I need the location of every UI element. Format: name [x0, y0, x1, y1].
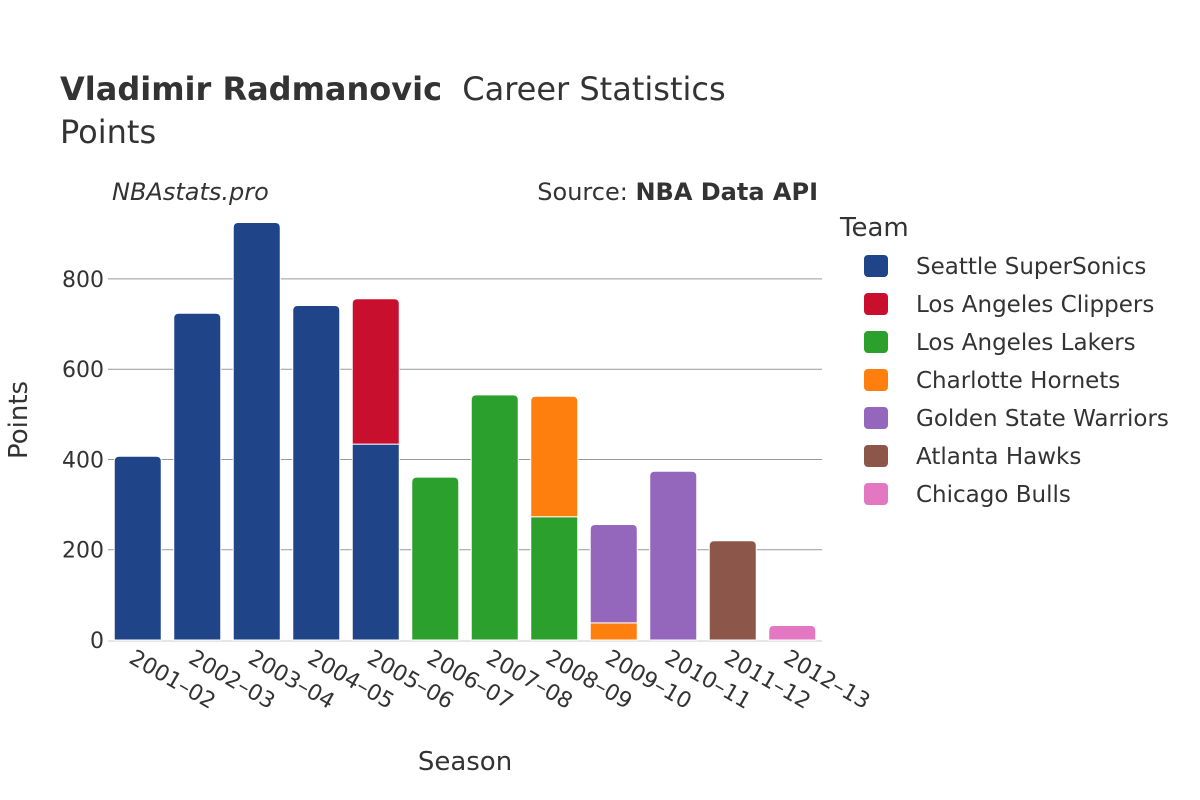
legend-swatch	[864, 445, 888, 467]
legend-title: Team	[839, 213, 909, 243]
bar-segment	[589, 622, 638, 641]
legend-swatch	[864, 369, 888, 391]
chart-title: Vladimir Radmanovic Career Statistics	[60, 70, 726, 108]
legend-swatch	[864, 293, 888, 315]
bar-segment	[470, 394, 519, 641]
legend-item[interactable]: Los Angeles Lakers	[864, 330, 1136, 356]
legend-label: Seattle SuperSonics	[916, 254, 1146, 280]
bar-segment	[351, 443, 400, 641]
legend-label: Charlotte Hornets	[916, 368, 1120, 394]
legend-label: Los Angeles Lakers	[916, 330, 1136, 356]
bar-segment	[530, 395, 579, 518]
bar-segment	[173, 312, 222, 641]
legend-label: Atlanta Hawks	[916, 444, 1081, 470]
legend-item[interactable]: Seattle SuperSonics	[864, 254, 1146, 280]
bar-segment	[589, 523, 638, 624]
x-axis-label: Season	[418, 747, 512, 777]
y-tick-labels: 0 200 400 600 800	[62, 268, 104, 654]
watermark: NBAstats.pro	[112, 178, 269, 206]
legend-item[interactable]: Atlanta Hawks	[864, 444, 1081, 470]
y-tick-label: 200	[62, 539, 104, 564]
legend-label: Los Angeles Clippers	[916, 292, 1154, 318]
bar-segment	[351, 298, 400, 445]
legend-swatch	[864, 407, 888, 429]
source-label: Source: NBA Data API	[537, 178, 818, 206]
legend-swatch	[864, 483, 888, 505]
source-name: NBA Data API	[635, 178, 818, 206]
bar-segment	[649, 470, 698, 641]
source-prefix: Source:	[537, 178, 635, 206]
legend-swatch	[864, 331, 888, 353]
legend-item[interactable]: Chicago Bulls	[864, 482, 1071, 508]
bar-segment	[232, 222, 281, 641]
y-axis-label: Points	[4, 381, 34, 459]
grid-lines	[108, 278, 822, 642]
title-player-name: Vladimir Radmanovic	[60, 70, 442, 108]
legend-item[interactable]: Los Angeles Clippers	[864, 292, 1154, 318]
y-tick-label: 800	[62, 268, 104, 293]
bars	[113, 222, 817, 641]
legend-label: Golden State Warriors	[916, 406, 1169, 432]
bar-segment	[292, 305, 341, 641]
y-tick-label: 0	[90, 629, 104, 654]
bar-segment	[411, 476, 460, 641]
bar-segment	[768, 625, 817, 641]
bar-segment	[708, 540, 757, 641]
legend-item[interactable]: Golden State Warriors	[864, 406, 1169, 432]
y-tick-label: 600	[62, 358, 104, 383]
legend-item[interactable]: Charlotte Hornets	[864, 368, 1120, 394]
legend-swatch	[864, 255, 888, 277]
title-rest: Career Statistics	[462, 70, 725, 108]
legend: Seattle SuperSonics Los Angeles Clippers L…	[864, 254, 1169, 508]
bar-segment	[113, 455, 162, 641]
legend-label: Chicago Bulls	[916, 482, 1071, 508]
x-tick-labels: 2001–022002–032003–042004–052005–062006–…	[125, 646, 874, 715]
y-tick-label: 400	[62, 448, 104, 473]
bar-segment	[530, 516, 579, 641]
chart-subtitle: Points	[60, 113, 156, 151]
